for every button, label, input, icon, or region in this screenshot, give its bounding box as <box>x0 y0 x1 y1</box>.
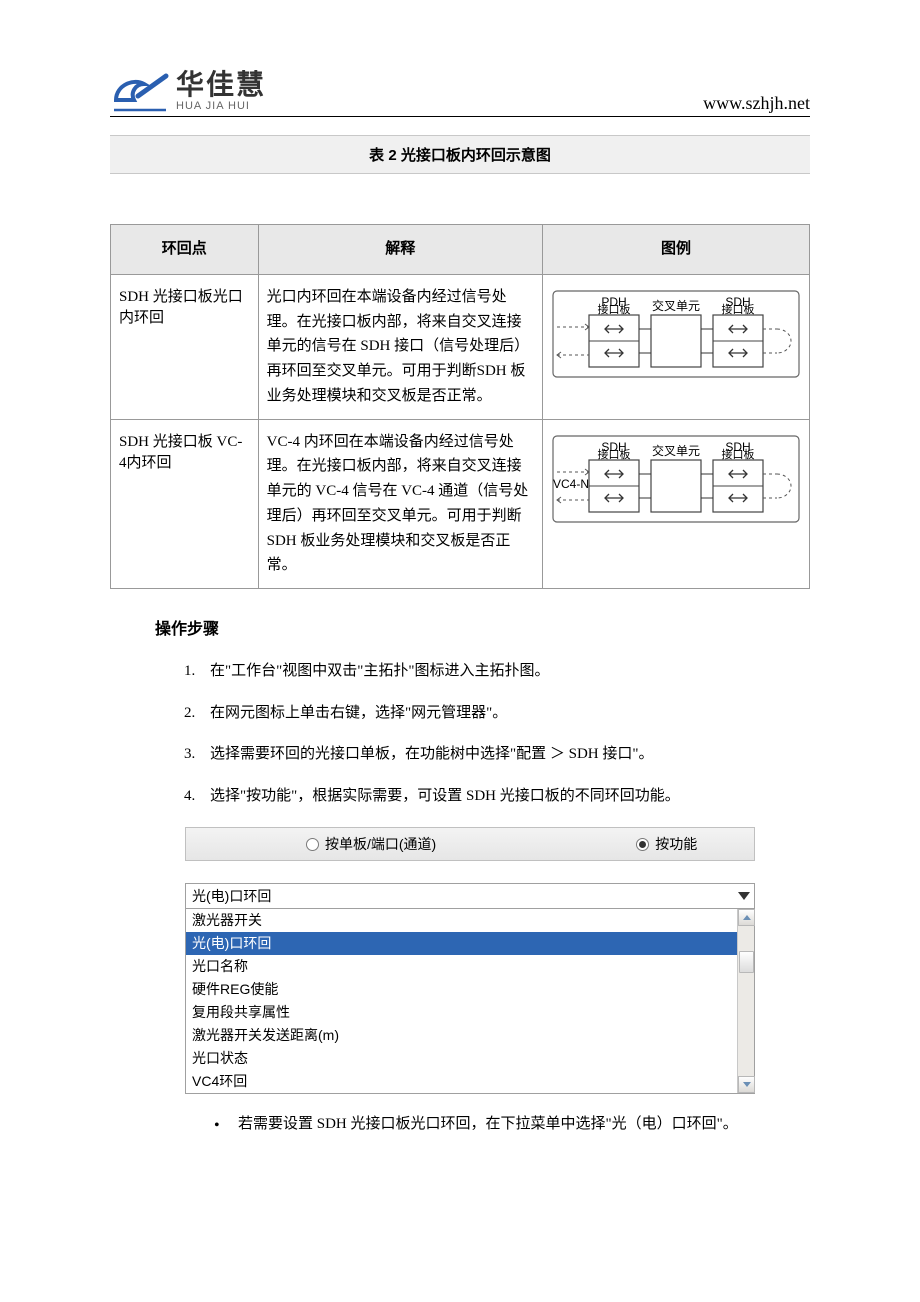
cell-fig: SDH 接口板 交叉单元 SDH 接口板 VC4-N <box>542 419 809 589</box>
radio-by-board-circle <box>306 838 319 851</box>
list-item[interactable]: 光(电)口环回 <box>186 932 737 955</box>
list-item[interactable]: 激光器开关发送距离(m) <box>186 1024 737 1047</box>
logo-text-en: HUA JIA HUI <box>176 99 266 113</box>
table-row: SDH 光接口板 VC-4内环回 VC-4 内环回在本端设备内经过信号处理。在光… <box>111 419 810 589</box>
list-item[interactable]: 光口状态 <box>186 1047 737 1070</box>
chevron-down-icon <box>738 892 750 900</box>
scrollbar[interactable] <box>737 909 754 1093</box>
logo: 华佳慧 HUA JIA HUI <box>110 70 266 114</box>
function-list-wrap: 激光器开关光(电)口环回光口名称硬件REG使能复用段共享属性激光器开关发送距离(… <box>185 909 755 1094</box>
cell-fig: PDH 接口板 交叉单元 SDH 接口板 <box>542 274 809 419</box>
logo-icon <box>110 70 170 114</box>
list-item[interactable]: 光口名称 <box>186 955 737 978</box>
svg-text:VC4-N: VC4-N <box>553 477 589 491</box>
th-fig: 图例 <box>542 225 809 275</box>
table-row: SDH 光接口板光口内环回 光口内环回在本端设备内经过信号处理。在光接口板内部，… <box>111 274 810 419</box>
function-combo-value: 光(电)口环回 <box>192 886 271 906</box>
svg-text:接口板: 接口板 <box>597 302 630 316</box>
scroll-down-button[interactable] <box>738 1076 755 1093</box>
radio-by-function[interactable]: 按功能 <box>636 834 697 854</box>
cell-loop: SDH 光接口板光口内环回 <box>111 274 259 419</box>
svg-text:接口板: 接口板 <box>721 302 754 316</box>
step-item: 选择"按功能"，根据实际需要，可设置 SDH 光接口板的不同环回功能。 <box>184 784 810 810</box>
list-item[interactable]: 激光器开关 <box>186 909 737 932</box>
step-item: 在网元图标上单击右键，选择"网元管理器"。 <box>184 701 810 727</box>
radio-bar: 按单板/端口(通道) 按功能 <box>185 827 755 861</box>
list-item[interactable]: 硬件REG使能 <box>186 978 737 1001</box>
ui-panel: 按单板/端口(通道) 按功能 光(电)口环回 激光器开关光(电)口环回光口名称硬… <box>185 827 755 1094</box>
note-item: 若需要设置 SDH 光接口板光口环回，在下拉菜单中选择"光（电）口环回"。 <box>210 1112 810 1138</box>
section-steps-title: 操作步骤 <box>155 615 810 639</box>
function-list[interactable]: 激光器开关光(电)口环回光口名称硬件REG使能复用段共享属性激光器开关发送距离(… <box>186 909 737 1093</box>
svg-text:交叉单元: 交叉单元 <box>652 298 700 313</box>
loopback-table: 环回点 解释 图例 SDH 光接口板光口内环回 光口内环回在本端设备内经过信号处… <box>110 224 810 589</box>
radio-by-board-label: 按单板/端口(通道) <box>325 834 436 854</box>
th-loop: 环回点 <box>111 225 259 275</box>
svg-text:接口板: 接口板 <box>597 447 630 461</box>
function-combo[interactable]: 光(电)口环回 <box>185 883 755 909</box>
list-item[interactable]: VC4环回 <box>186 1070 737 1093</box>
logo-text-cn: 华佳慧 <box>176 71 266 99</box>
steps-list: 在"工作台"视图中双击"主拓扑"图标进入主拓扑图。在网元图标上单击右键，选择"网… <box>184 659 810 809</box>
th-desc: 解释 <box>258 225 542 275</box>
cell-desc: VC-4 内环回在本端设备内经过信号处理。在光接口板内部，将来自交叉连接单元的 … <box>258 419 542 589</box>
radio-by-board[interactable]: 按单板/端口(通道) <box>306 834 436 854</box>
step-item: 选择需要环回的光接口单板，在功能树中选择"配置 ＞ SDH 接口"。 <box>184 742 810 768</box>
list-item[interactable]: 复用段共享属性 <box>186 1001 737 1024</box>
chevron-up-icon <box>743 915 751 920</box>
scroll-thumb[interactable] <box>739 951 754 973</box>
step-item: 在"工作台"视图中双击"主拓扑"图标进入主拓扑图。 <box>184 659 810 685</box>
table-caption: 表 2 光接口板内环回示意图 <box>110 135 810 174</box>
svg-text:接口板: 接口板 <box>721 447 754 461</box>
page-header: 华佳慧 HUA JIA HUI www.szhjh.net <box>110 70 810 117</box>
radio-by-function-circle <box>636 838 649 851</box>
scroll-up-button[interactable] <box>738 909 755 926</box>
radio-by-function-label: 按功能 <box>655 834 697 854</box>
chevron-down-icon <box>743 1082 751 1087</box>
page-url: www.szhjh.net <box>703 93 810 114</box>
cell-desc: 光口内环回在本端设备内经过信号处理。在光接口板内部，将来自交叉连接单元的信号在 … <box>258 274 542 419</box>
cell-loop: SDH 光接口板 VC-4内环回 <box>111 419 259 589</box>
note-list: 若需要设置 SDH 光接口板光口环回，在下拉菜单中选择"光（电）口环回"。 <box>210 1112 810 1138</box>
svg-text:交叉单元: 交叉单元 <box>652 443 700 458</box>
